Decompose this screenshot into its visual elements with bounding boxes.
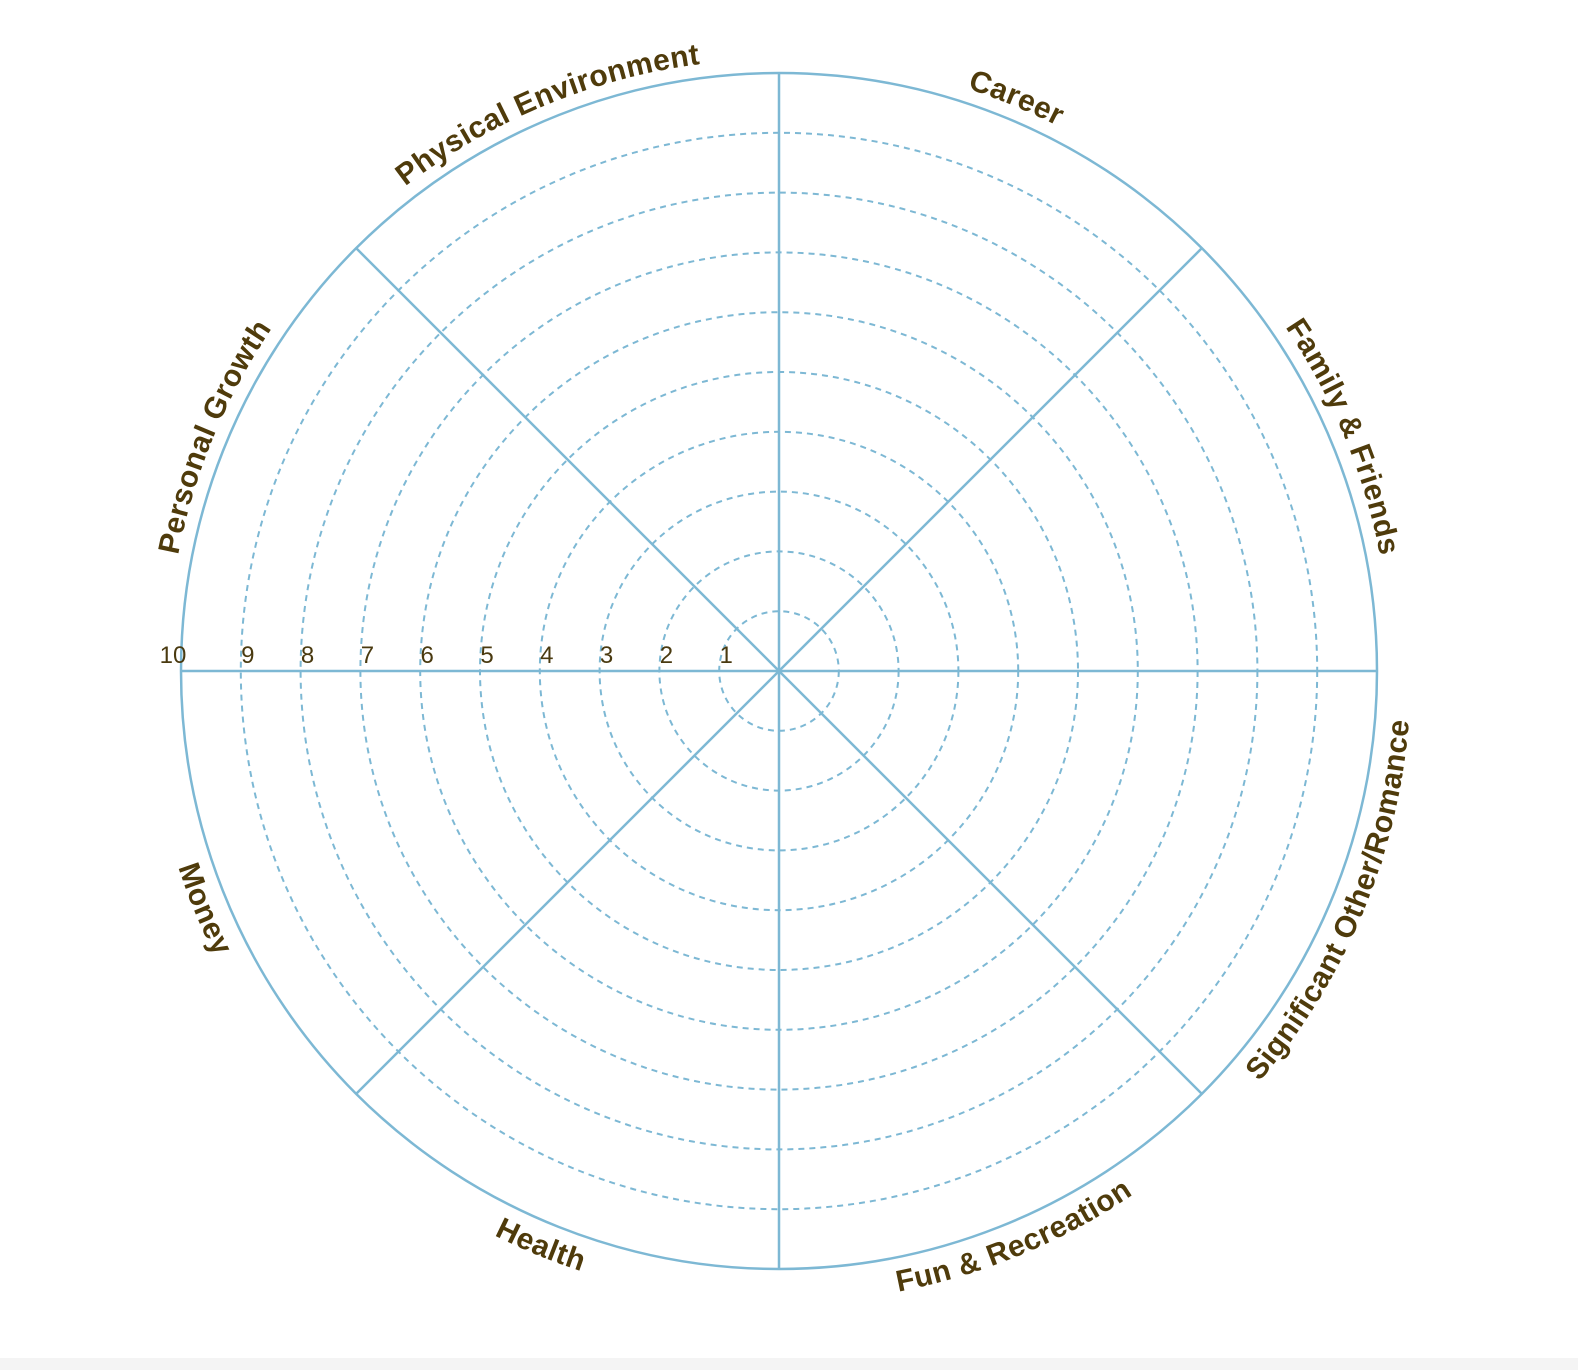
category-label-6: Money <box>171 859 238 961</box>
category-label-text: Significant Other/Romance <box>1239 718 1415 1086</box>
scale-number-2: 2 <box>660 642 673 669</box>
category-label-text: Personal Growth <box>153 314 278 557</box>
scale-number-9: 9 <box>241 642 254 669</box>
divider-line-4 <box>778 670 1203 1095</box>
category-label-text: Physical Environment <box>390 38 702 192</box>
divider-line-6 <box>355 670 780 1095</box>
footer-band <box>0 1358 1578 1370</box>
category-label-text: Fun & Recreation <box>893 1172 1137 1298</box>
scale-number-6: 6 <box>421 642 434 669</box>
scale-number-1: 1 <box>720 642 733 669</box>
scale-number-7: 7 <box>361 642 374 669</box>
category-dividers <box>181 73 1377 1269</box>
category-label-5: Health <box>491 1212 590 1278</box>
category-label-text: Money <box>171 859 238 961</box>
scale-number-8: 8 <box>301 642 314 669</box>
category-label-text: Family & Friends <box>1279 313 1405 558</box>
category-label-7: Personal Growth <box>153 314 278 557</box>
scale-number-3: 3 <box>600 642 613 669</box>
category-label-text: Health <box>491 1212 589 1278</box>
divider-line-2 <box>778 247 1203 672</box>
category-label-4: Fun & Recreation <box>893 1172 1138 1298</box>
outer-circle <box>179 71 1379 1271</box>
category-label-2: Family & Friends <box>1279 313 1405 558</box>
category-label-3: Significant Other/Romance <box>1239 718 1416 1086</box>
scale-number-10: 10 <box>160 642 187 669</box>
score-scale: 1 2 3 4 5 6 7 8 9 10 <box>160 642 733 669</box>
scale-number-4: 4 <box>540 642 553 669</box>
scale-number-5: 5 <box>480 642 493 669</box>
divider-line-8 <box>355 247 780 672</box>
category-label-8: Physical Environment <box>390 38 702 192</box>
